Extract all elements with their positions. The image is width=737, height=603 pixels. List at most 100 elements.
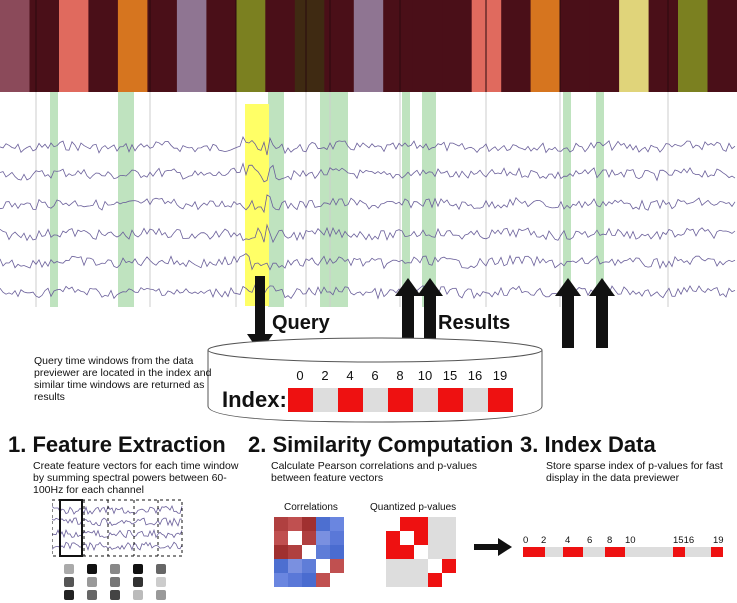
feature-square bbox=[133, 590, 143, 600]
p-value-cell bbox=[428, 517, 442, 531]
sparse-index-number: 8 bbox=[607, 535, 612, 546]
step-3-arrow bbox=[474, 538, 514, 558]
timeline-segment bbox=[442, 0, 472, 92]
sparse-index-match bbox=[523, 547, 545, 557]
timeline-segment bbox=[413, 0, 443, 92]
step-3-description: Store sparse index of p-values for fast … bbox=[546, 460, 731, 484]
timeline-segment bbox=[472, 0, 502, 92]
correlation-cell bbox=[288, 545, 302, 559]
feature-square bbox=[110, 590, 120, 600]
correlation-cell bbox=[302, 517, 316, 531]
feature-square bbox=[133, 577, 143, 587]
timeline-segment bbox=[383, 0, 413, 92]
sparse-index-match bbox=[673, 547, 685, 557]
index-cell-empty bbox=[313, 388, 338, 412]
mini-trace bbox=[52, 506, 182, 514]
index-cell-empty bbox=[363, 388, 388, 412]
similar-window-highlight bbox=[563, 92, 571, 307]
step-2-description: Calculate Pearson correlations and p-val… bbox=[271, 460, 501, 484]
sparse-index-match bbox=[563, 547, 583, 557]
timeline-segment bbox=[295, 0, 325, 92]
step-1-description: Create feature vectors for each time win… bbox=[33, 460, 248, 496]
index-cell-match bbox=[488, 388, 513, 412]
feature-square bbox=[110, 577, 120, 587]
timeline-segment bbox=[649, 0, 679, 92]
similar-window-highlight bbox=[320, 92, 348, 307]
sparse-index-number: 19 bbox=[713, 535, 724, 546]
index-cell-match bbox=[438, 388, 463, 412]
results-label: Results bbox=[438, 312, 510, 335]
channel-trace bbox=[0, 225, 735, 242]
similar-window-highlight bbox=[50, 92, 58, 307]
p-value-cell bbox=[414, 559, 428, 573]
index-cell-empty bbox=[463, 388, 488, 412]
correlation-cell bbox=[288, 573, 302, 587]
correlation-cell bbox=[330, 531, 344, 545]
p-value-cell bbox=[400, 545, 414, 559]
timeline-segment bbox=[118, 0, 148, 92]
p-value-cell bbox=[386, 545, 400, 559]
p-value-cell bbox=[400, 517, 414, 531]
timeline-segment bbox=[30, 0, 60, 92]
p-value-cell bbox=[386, 573, 400, 587]
p-value-cell bbox=[428, 573, 442, 587]
timeline-segment bbox=[324, 0, 354, 92]
p-value-cell bbox=[442, 517, 456, 531]
p-value-cell bbox=[414, 517, 428, 531]
p-value-cell bbox=[428, 531, 442, 545]
signal-traces bbox=[0, 92, 737, 312]
sparse-index-number: 2 bbox=[541, 535, 546, 546]
correlation-cell bbox=[274, 545, 288, 559]
similar-window-highlight bbox=[118, 92, 134, 307]
channel-trace bbox=[0, 137, 735, 155]
index-number: 6 bbox=[363, 368, 387, 383]
index-label: Index: bbox=[222, 387, 287, 413]
query-label: Query bbox=[272, 312, 330, 335]
timeline-segment bbox=[59, 0, 89, 92]
correlation-cell bbox=[330, 545, 344, 559]
index-number: 16 bbox=[463, 368, 487, 383]
sparse-index-number: 6 bbox=[587, 535, 592, 546]
timeline-segment bbox=[354, 0, 384, 92]
channel-trace bbox=[0, 195, 735, 212]
index-number: 2 bbox=[313, 368, 337, 383]
correlation-cell bbox=[288, 559, 302, 573]
correlations-label: Correlations bbox=[284, 502, 338, 513]
channel-trace bbox=[0, 254, 735, 270]
timeline-segment bbox=[590, 0, 620, 92]
p-value-cell bbox=[428, 559, 442, 573]
sparse-index-match bbox=[711, 547, 723, 557]
correlation-cell bbox=[330, 559, 344, 573]
timeline-segment bbox=[501, 0, 531, 92]
index-cell-match bbox=[288, 388, 313, 412]
timeline-segment bbox=[236, 0, 266, 92]
feature-square bbox=[87, 564, 97, 574]
correlation-cell bbox=[316, 545, 330, 559]
p-value-cell bbox=[442, 559, 456, 573]
step-1-title: 1. Feature Extraction bbox=[8, 432, 226, 458]
p-value-cell bbox=[414, 531, 428, 545]
p-value-cell bbox=[414, 573, 428, 587]
index-note: Query time windows from the data preview… bbox=[34, 355, 222, 403]
p-value-cell bbox=[442, 573, 456, 587]
index-cell-empty bbox=[413, 388, 438, 412]
correlation-cell bbox=[302, 559, 316, 573]
timeline-segment bbox=[177, 0, 207, 92]
feature-square bbox=[64, 564, 74, 574]
channel-trace bbox=[0, 284, 735, 299]
sparse-index-number: 1516 bbox=[673, 535, 694, 546]
correlation-cell bbox=[302, 545, 316, 559]
feature-square bbox=[87, 577, 97, 587]
p-value-cell bbox=[400, 531, 414, 545]
index-number: 0 bbox=[288, 368, 312, 383]
timeline-segment bbox=[88, 0, 118, 92]
step-3-title: 3. Index Data bbox=[520, 432, 656, 458]
timeline-segment bbox=[678, 0, 708, 92]
feature-square bbox=[110, 564, 120, 574]
p-value-cell bbox=[386, 517, 400, 531]
sparse-index-number: 10 bbox=[625, 535, 636, 546]
feature-square bbox=[87, 590, 97, 600]
